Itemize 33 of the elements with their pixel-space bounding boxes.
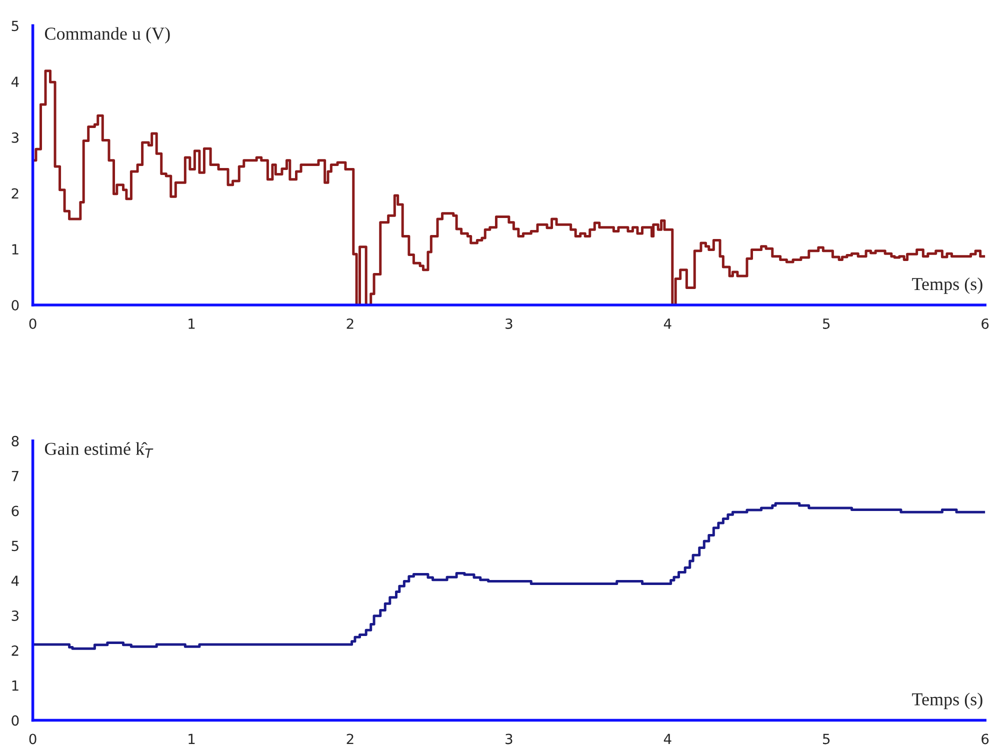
x-tick-label: 4	[664, 318, 672, 329]
y-tick-label: 5	[12, 20, 18, 32]
y-tick-label: 5	[12, 540, 18, 552]
x-tick-label: 0	[29, 318, 36, 329]
y-tick-label: 8	[12, 436, 19, 446]
x-axis-title: Temps (s)	[912, 277, 982, 294]
x-tick-label: 2	[346, 318, 354, 329]
x-tick-label: 2	[346, 734, 354, 744]
x-tick-label: 1	[188, 318, 195, 329]
y-tick-label: 7	[12, 470, 18, 482]
y-tick-label: 1	[12, 244, 18, 254]
y-tick-label: 6	[12, 506, 19, 516]
x-tick-label: 6	[982, 318, 989, 329]
y-tick-label: 0	[12, 715, 19, 726]
y-tick-label: 3	[12, 132, 18, 143]
x-tick-label: 3	[506, 318, 512, 329]
y-tick-label: 4	[11, 576, 19, 586]
x-tick-label: 5	[823, 734, 830, 744]
x-tick-label: 1	[188, 734, 195, 744]
y-tick-label: 0	[12, 300, 19, 310]
y-axis-title: Commande u (V)	[44, 27, 170, 44]
y-tick-label: 2	[12, 188, 18, 199]
x-tick-label: 4	[664, 734, 672, 744]
x-axis-title: Temps (s)	[912, 692, 982, 710]
x-tick-label: 6	[982, 734, 989, 744]
y-tick-label: 3	[12, 610, 18, 621]
y-axis-title: Gain estimé k̂$_{T}$	[44, 442, 154, 458]
y-tick-label: 4	[11, 76, 19, 87]
y-tick-label: 1	[12, 680, 18, 691]
x-tick-label: 5	[823, 318, 830, 329]
x-tick-label: 0	[29, 734, 36, 744]
x-tick-label: 3	[506, 734, 512, 744]
y-tick-label: 2	[12, 645, 18, 656]
